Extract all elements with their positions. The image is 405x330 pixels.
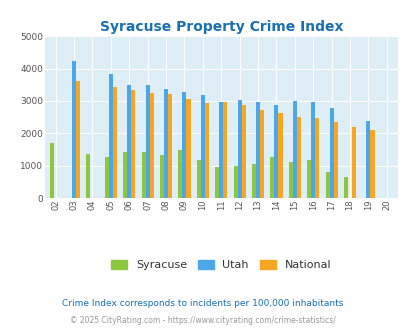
Bar (149, 93, 153, 198)
Bar (215, 167, 219, 198)
Bar (72, 61, 76, 198)
Bar (252, 164, 256, 198)
Bar (141, 152, 145, 198)
Bar (307, 160, 311, 198)
Legend: Syracuse, Utah, National: Syracuse, Utah, National (107, 255, 335, 275)
Bar (325, 172, 329, 198)
Text: © 2025 CityRating.com - https://www.cityrating.com/crime-statistics/: © 2025 CityRating.com - https://www.city… (70, 316, 335, 325)
Bar (127, 85, 131, 198)
Bar (333, 122, 337, 198)
Bar (168, 93, 172, 198)
Bar (274, 105, 278, 198)
Bar (237, 100, 241, 198)
Bar (366, 121, 369, 198)
Bar (256, 102, 260, 198)
Bar (233, 166, 237, 198)
Bar (296, 117, 300, 198)
Bar (343, 177, 347, 198)
Bar (145, 85, 149, 198)
Bar (205, 103, 209, 198)
Bar (260, 110, 264, 198)
Bar (329, 109, 333, 198)
Bar (186, 99, 190, 198)
Bar (200, 95, 205, 198)
Bar (278, 113, 282, 198)
Bar (86, 154, 90, 198)
Bar (351, 127, 355, 198)
Bar (369, 130, 373, 198)
Title: Syracuse Property Crime Index: Syracuse Property Crime Index (99, 20, 342, 34)
Bar (223, 102, 227, 198)
Bar (315, 118, 319, 198)
Bar (241, 105, 245, 198)
Bar (270, 157, 274, 198)
Bar (164, 89, 168, 198)
Text: Crime Index corresponds to incidents per 100,000 inhabitants: Crime Index corresponds to incidents per… (62, 299, 343, 308)
Bar (288, 162, 292, 198)
Bar (160, 155, 164, 198)
Bar (178, 150, 182, 198)
Bar (196, 160, 200, 198)
Bar (109, 74, 113, 198)
Bar (104, 157, 109, 198)
Bar (292, 101, 296, 198)
Bar (113, 87, 117, 198)
Bar (311, 102, 315, 198)
Bar (182, 92, 186, 198)
Bar (131, 90, 135, 198)
Bar (219, 102, 223, 198)
Bar (123, 152, 127, 198)
Bar (49, 143, 53, 198)
Bar (76, 81, 80, 198)
